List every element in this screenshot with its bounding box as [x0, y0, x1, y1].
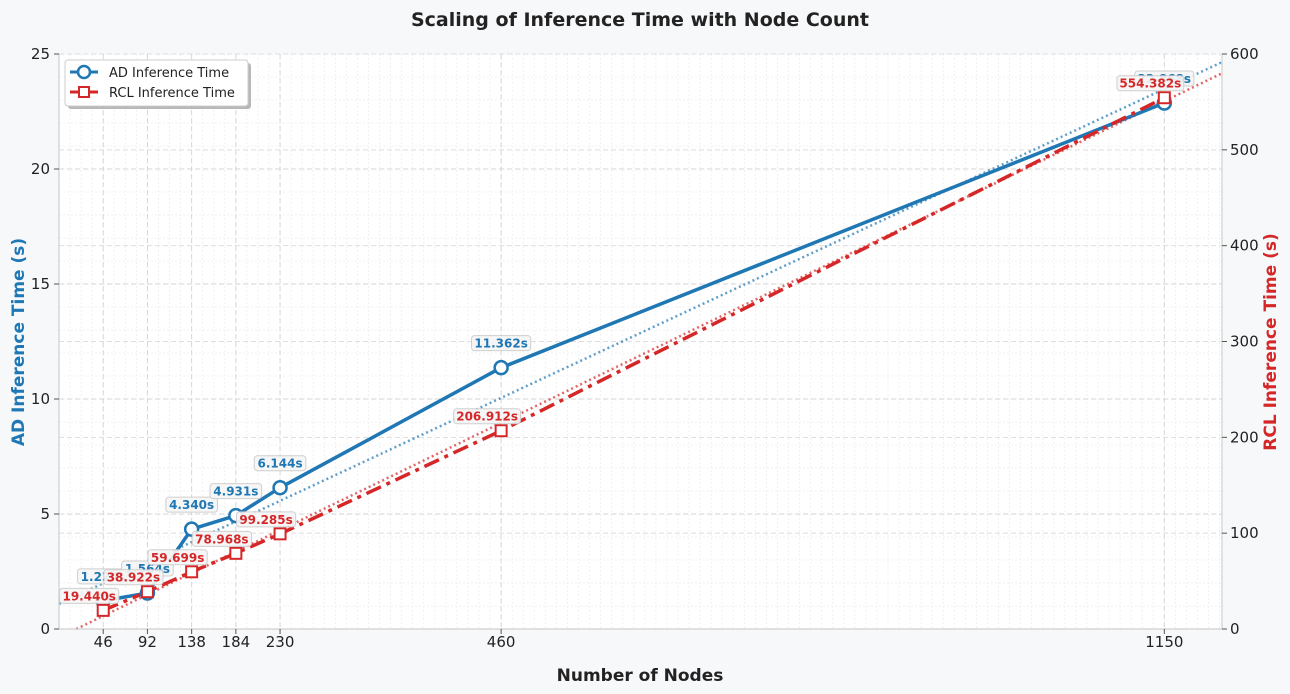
rcl-data-label: 206.912s: [456, 410, 518, 424]
data-label-box: [165, 496, 218, 513]
x-tick-label: 184: [222, 633, 251, 651]
data-label-box: [235, 511, 297, 528]
ad-data-label: 4.931s: [213, 485, 258, 499]
rcl-point: [494, 424, 508, 438]
y-right-tick-label: 500: [1230, 141, 1259, 159]
rcl-data-label: 38.922s: [107, 571, 160, 585]
y-right-tick-label: 300: [1230, 333, 1259, 351]
ad-data-label: 6.144s: [258, 457, 303, 471]
y-axis-left-title: AD Inference Time (s): [9, 238, 29, 446]
legend-ad-label: AD Inference Time: [109, 66, 229, 81]
ad-data-label: 11.362s: [474, 337, 527, 351]
y-right-tick-label: 0: [1230, 620, 1240, 638]
legend-ad-marker: [76, 64, 92, 80]
x-tick-label: 230: [266, 633, 295, 651]
legend: AD Inference Time RCL Inference Time: [64, 59, 251, 109]
y-left-tick-label: 5: [40, 505, 50, 523]
y-axis-right-title: RCL Inference Time (s): [1261, 233, 1281, 450]
rcl-data-label: 19.440s: [62, 589, 115, 603]
trend-line-0: [58, 60, 1223, 605]
data-label-box: [147, 549, 208, 566]
ad-point: [272, 479, 288, 496]
legend-rcl-label: RCL Inference Time: [109, 86, 235, 101]
rcl-point: [140, 585, 154, 599]
x-tick-label: 46: [94, 633, 113, 651]
x-tick-label: 1150: [1145, 633, 1183, 651]
rcl-point: [1157, 91, 1171, 105]
y-right-tick-label: 100: [1230, 524, 1259, 542]
y-right-tick-label: 200: [1230, 428, 1259, 446]
y-axis-right-ticks: 0 100 200 300 400 500 600: [1222, 45, 1259, 638]
y-right-tick-label: 400: [1230, 237, 1259, 255]
legend-rcl-marker: [78, 86, 90, 98]
data-label-box: [1116, 75, 1185, 92]
data-label-box: [471, 335, 532, 352]
data-label-box: [191, 530, 252, 547]
ad-point: [493, 359, 509, 376]
data-label-box: [453, 408, 522, 425]
rcl-data-label: 99.285s: [239, 513, 292, 527]
rcl-point: [229, 546, 243, 560]
x-tick-label: 460: [487, 633, 516, 651]
y-left-tick-label: 20: [31, 160, 50, 178]
rcl-data-label: 59.699s: [151, 551, 204, 565]
x-tick-label: 92: [138, 633, 157, 651]
chart-title: Scaling of Inference Time with Node Coun…: [411, 9, 869, 31]
x-tick-label: 138: [177, 633, 206, 651]
rcl-point: [273, 527, 287, 541]
y-left-tick-label: 25: [31, 45, 50, 63]
data-label-box: [59, 587, 120, 604]
data-labels: 1.224s1.564s4.340s4.931s6.144s11.362s22.…: [59, 70, 1195, 604]
rcl-point: [185, 565, 199, 579]
data-label-box: [209, 483, 263, 500]
data-label-box: [253, 455, 307, 472]
y-right-tick-label: 600: [1230, 45, 1259, 63]
rcl-data-label: 78.968s: [195, 532, 248, 546]
y-axis-left-ticks: 0 5 10 15 20 25: [31, 45, 59, 638]
ad-data-label: 4.340s: [169, 498, 214, 512]
rcl-point: [96, 603, 110, 617]
data-label-box: [103, 569, 164, 586]
y-left-tick-label: 0: [40, 620, 50, 638]
y-left-tick-label: 10: [31, 390, 50, 408]
x-axis-title: Number of Nodes: [557, 666, 724, 686]
y-left-tick-label: 15: [31, 275, 50, 293]
x-axis-ticks: 46 92 138 184 230 460 1150: [94, 629, 1183, 651]
rcl-data-label: 554.382s: [1119, 77, 1181, 91]
